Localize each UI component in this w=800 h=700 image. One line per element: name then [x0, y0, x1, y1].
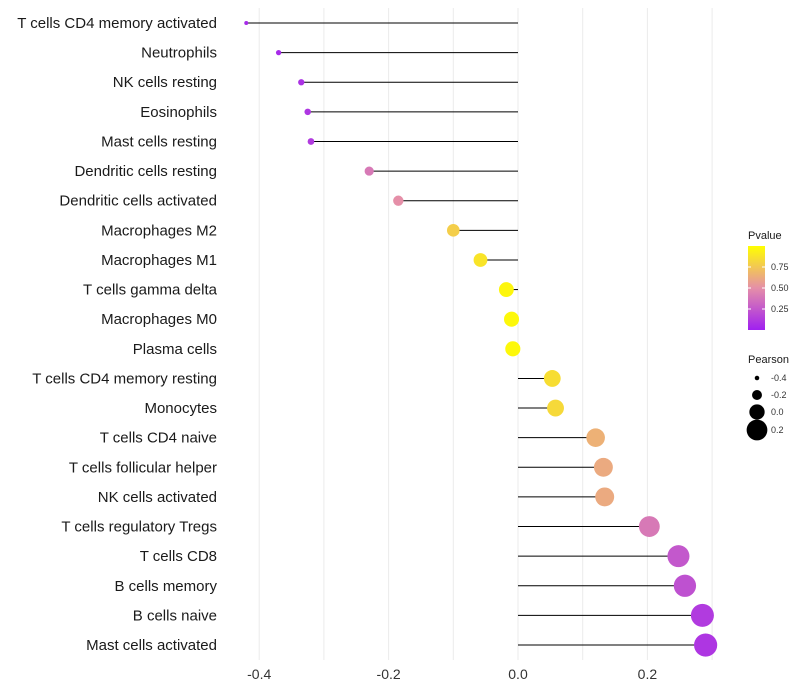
- x-tick-label: 0.0: [508, 666, 528, 682]
- size-legend-dot: [754, 375, 760, 381]
- size-legend-label: -0.2: [771, 390, 787, 400]
- colorbar-tick-label: 0.25: [771, 304, 789, 314]
- lollipop-dot: [393, 195, 404, 206]
- lollipop-dot: [690, 603, 714, 627]
- lollipop-dot: [543, 370, 561, 387]
- category-label: Monocytes: [144, 400, 217, 417]
- category-label: T cells CD4 memory activated: [17, 15, 217, 32]
- lollipop-dot: [298, 79, 305, 86]
- lollipop-dot: [505, 341, 521, 357]
- pvalue-colorbar: [748, 246, 765, 330]
- category-label: Macrophages M2: [101, 222, 217, 239]
- category-label: Plasma cells: [133, 341, 217, 358]
- category-label: Macrophages M0: [101, 311, 217, 328]
- dot-layer: [244, 21, 718, 657]
- colorbar-tick-label: 0.50: [771, 283, 789, 293]
- lollipop-dot: [504, 311, 520, 327]
- pearson-legend: Pearson -0.4 -0.2 0.0 0.2: [746, 354, 789, 441]
- lollipop-dot: [547, 399, 564, 417]
- lollipop-dot: [473, 253, 488, 267]
- lollipop-dot: [446, 224, 460, 237]
- lollipop-dot: [304, 108, 312, 116]
- category-label: T cells CD4 naive: [100, 430, 217, 447]
- category-label: T cells gamma delta: [83, 282, 218, 299]
- x-tick-label: -0.2: [377, 666, 401, 682]
- stem-layer: [246, 22, 706, 646]
- lollipop-dot: [364, 166, 374, 176]
- category-label: Macrophages M1: [101, 252, 217, 269]
- category-label: Dendritic cells activated: [59, 193, 217, 210]
- x-tick-label: 0.2: [638, 666, 658, 682]
- category-label: Mast cells activated: [86, 637, 217, 654]
- lollipop-dot: [244, 21, 249, 25]
- category-label: B cells naive: [133, 607, 217, 624]
- category-label: Eosinophils: [140, 104, 217, 121]
- lollipop-dot: [307, 138, 315, 145]
- lollipop-dot: [667, 545, 690, 568]
- category-labels: T cells CD4 memory activated Neutrophils N…: [17, 15, 217, 654]
- pearson-legend-title: Pearson: [748, 354, 789, 366]
- category-label: Neutrophils: [141, 45, 217, 62]
- size-legend-label: 0.0: [771, 407, 784, 417]
- lollipop-dot: [498, 282, 514, 298]
- lollipop-dot: [673, 574, 697, 597]
- category-label: T cells CD4 memory resting: [32, 370, 217, 387]
- category-label: NK cells resting: [113, 74, 217, 91]
- x-tick-label: -0.4: [247, 666, 271, 682]
- colorbar-tick-label: 0.75: [771, 262, 789, 272]
- category-label: Mast cells resting: [101, 133, 217, 150]
- size-legend-dot: [749, 404, 765, 420]
- size-legend-label: -0.4: [771, 373, 787, 383]
- lollipop-dot: [586, 428, 605, 447]
- x-axis-ticks: -0.4 -0.2 0.0 0.2: [247, 666, 657, 682]
- category-label: T cells regulatory Tregs: [61, 519, 217, 536]
- lollipop-dot: [275, 49, 282, 56]
- category-label: T cells follicular helper: [69, 459, 217, 476]
- category-label: NK cells activated: [98, 489, 217, 506]
- size-legend-label: 0.2: [771, 425, 784, 435]
- pvalue-legend: Pvalue 0.25 0.50 0.75: [748, 230, 789, 330]
- lollipop-dot: [593, 457, 613, 477]
- size-legend-dot: [752, 390, 762, 400]
- pvalue-legend-title: Pvalue: [748, 230, 782, 242]
- size-legend-dot: [746, 419, 768, 441]
- category-label: Dendritic cells resting: [74, 163, 217, 180]
- category-label: T cells CD8: [140, 548, 217, 565]
- lollipop-dot: [694, 633, 718, 657]
- category-label: B cells memory: [114, 578, 217, 595]
- lollipop-dot: [638, 516, 660, 537]
- grid-layer: [258, 8, 713, 660]
- lollipop-dot: [595, 487, 615, 507]
